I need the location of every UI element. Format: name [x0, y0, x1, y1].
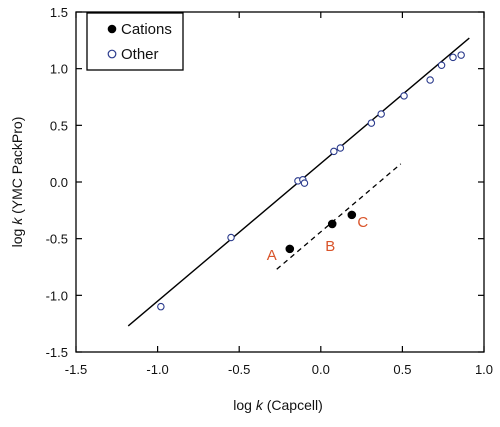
- other-point: [426, 76, 434, 84]
- other-point: [330, 147, 338, 156]
- x-tick-label: 0.5: [393, 362, 411, 377]
- x-tick-label: -1.0: [146, 362, 168, 377]
- cation-point: [327, 219, 337, 229]
- cation-point: [285, 244, 295, 254]
- other-point: [367, 119, 376, 127]
- data-points: [157, 51, 465, 311]
- point-label-c: C: [357, 214, 368, 231]
- other-point: [336, 144, 345, 152]
- y-tick-label: 0.5: [50, 118, 68, 133]
- x-tick-label: 1.0: [475, 362, 493, 377]
- y-tick-label: -0.5: [46, 232, 68, 247]
- other-point: [437, 61, 446, 70]
- x-axis-label: log k (Capcell): [233, 397, 322, 413]
- legend-label-other: Other: [121, 46, 159, 63]
- other-point: [300, 179, 309, 187]
- point-annotations: A B C: [267, 214, 369, 264]
- other-point: [377, 110, 385, 118]
- x-tick-label: -0.5: [228, 362, 250, 377]
- cations-fit-line: [276, 163, 402, 270]
- y-tick-label: 0.0: [50, 175, 68, 190]
- legend-marker-cations: [107, 24, 117, 34]
- legend-box: [86, 12, 184, 71]
- legend-marker-other: [107, 49, 117, 59]
- legend-label-cations: Cations: [121, 21, 172, 38]
- point-label-b: B: [325, 238, 335, 255]
- axis-ticks: -1.5 -1.0 -0.5 0.0 0.5 1.0 -1.5 -1.0 -0.5 0.0 0.5 1…: [46, 5, 493, 377]
- other-point: [157, 302, 165, 311]
- cation-point: [347, 210, 357, 220]
- other-point: [227, 233, 235, 242]
- other-point: [457, 51, 465, 59]
- x-tick-label: -1.5: [65, 362, 87, 377]
- y-tick-label: -1.0: [46, 288, 68, 303]
- y-tick-label: 1.5: [50, 5, 68, 20]
- y-axis-label: log k (YMC PackPro): [9, 117, 25, 248]
- other-point: [400, 92, 408, 100]
- other-point: [449, 53, 457, 62]
- legend: Cations Other: [86, 12, 184, 71]
- y-tick-label: 1.0: [50, 62, 68, 77]
- point-label-a: A: [267, 247, 277, 264]
- x-tick-label: 0.0: [312, 362, 330, 377]
- y-tick-label: -1.5: [46, 345, 68, 360]
